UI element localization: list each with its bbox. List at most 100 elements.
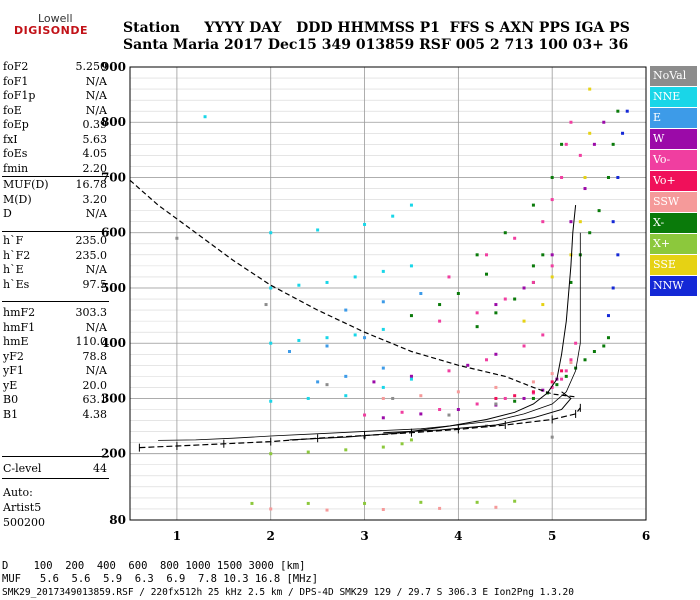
data-point [475,311,479,315]
data-point [409,438,413,442]
data-point [353,333,357,337]
data-point [325,383,329,387]
param-value: 0.39 [82,118,108,131]
data-point [625,109,629,113]
param-value: 235.0 [75,234,108,247]
data-point [564,369,568,373]
data-point [381,396,385,400]
data-point [456,292,460,295]
data-point [560,377,564,381]
legend-entry: NNW [650,276,697,296]
param-value: 97.5 [82,277,108,291]
data-point [616,253,620,257]
data-point [381,269,385,273]
param-label: h`E [3,263,24,276]
data-point [541,253,545,257]
data-point [269,286,273,290]
data-point [597,209,601,213]
data-point [550,372,554,376]
footer-distance-row: D 100 200 400 600 800 1000 1500 3000 [km… [2,560,306,572]
param-value: 303.3 [75,306,108,319]
data-point [419,292,423,295]
x-trace-curve [383,391,572,434]
y-tick-label: 200 [101,447,126,461]
param-value: 20.0 [82,378,108,392]
logo-lowell: Lowell [38,12,73,25]
data-point [588,131,592,135]
legend-entry: SSW [650,192,697,212]
data-point [513,297,517,301]
data-point [592,350,596,354]
param-label: foF1 [3,74,29,88]
data-point [541,333,545,337]
data-point [363,336,367,340]
data-point [264,303,268,307]
data-point [583,175,587,179]
data-point [475,325,479,329]
param-label: yF1 [3,364,24,377]
data-point [564,374,568,378]
param-label: fxI [3,132,18,146]
data-point [531,390,535,394]
data-point [381,445,385,449]
data-point [560,142,564,146]
data-point [269,399,273,403]
param-label: hmF2 [3,306,36,319]
data-point [456,408,460,412]
data-point [522,396,526,400]
param-label: yF2 [3,349,24,363]
data-point [381,416,385,420]
data-point [438,408,442,412]
param-label: M(D) [3,192,32,206]
param-value: N/A [85,74,107,88]
data-point [503,231,507,235]
data-point [513,394,517,398]
y-tick-label: 800 [101,115,126,129]
data-point [494,311,498,315]
data-point [574,341,578,345]
data-point [550,385,554,389]
data-point [569,120,573,124]
data-point [409,264,413,268]
data-point [588,87,592,91]
divider [2,478,109,479]
header-row-2: Santa Maria 2017 Dec15 349 013859 RSF 00… [123,37,629,53]
param-label: foE [3,103,22,117]
footer-file-info: SMK29_2017349013859.RSF / 220fx512h 25 k… [2,587,574,598]
data-point [569,358,573,362]
data-point [494,303,498,307]
data-point [381,300,385,304]
data-point [475,500,479,504]
data-point [494,396,498,400]
param-label: h`F [3,234,24,247]
param-value: 44 [93,462,107,475]
data-point [306,501,310,505]
data-point [419,500,423,504]
param-value: N/A [85,207,107,220]
param-label: D [3,207,12,220]
data-point [447,413,451,417]
data-point [306,396,310,400]
data-point [438,319,442,323]
param-value: N/A [85,263,107,276]
plot-frame [129,66,647,521]
data-point [602,120,606,124]
data-point [381,327,385,331]
data-point [550,175,554,179]
data-point [409,314,413,318]
data-point [606,175,610,179]
data-point [391,396,395,400]
param-value: N/A [85,364,107,377]
x-tick-label: 6 [642,529,650,543]
param-label: foF1p [3,89,36,102]
param-value: 16.78 [75,178,108,191]
legend-entry: Vo- [650,150,697,170]
param-label: foEs [3,147,28,160]
data-point [475,402,479,406]
data-point [513,399,517,403]
legend-entry: Vo+ [650,171,697,191]
param-value: N/A [85,89,107,102]
param-label: h`Es [3,277,30,291]
data-point [325,280,329,284]
data-point [550,198,554,202]
